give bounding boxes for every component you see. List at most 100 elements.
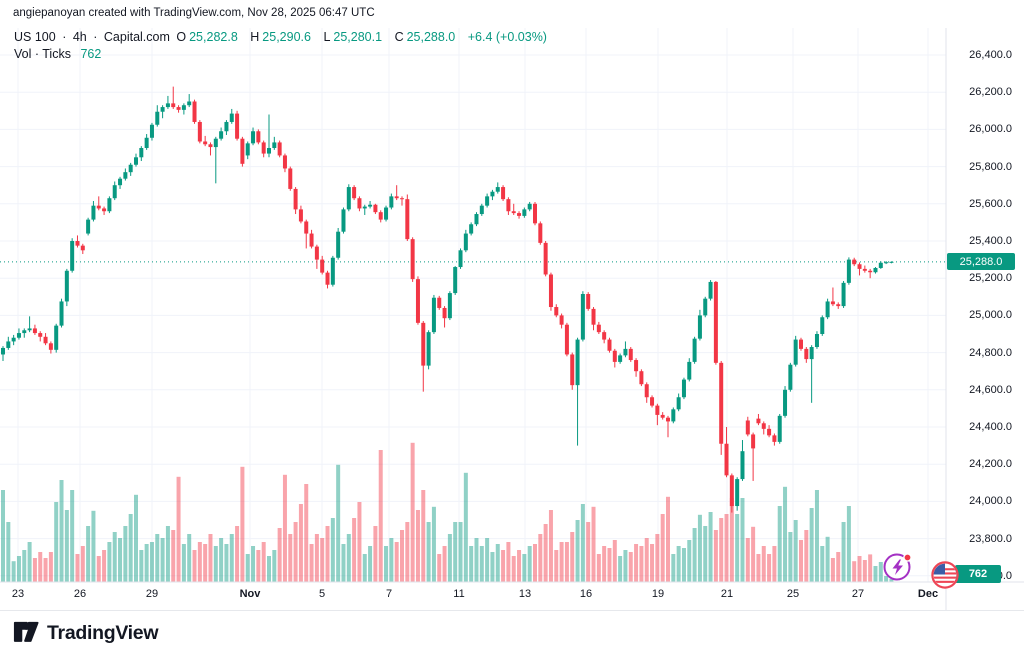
candle-body <box>612 350 617 362</box>
candle-body <box>830 301 835 305</box>
time-axis-label: 7 <box>385 588 393 600</box>
low-value: 25,280.1 <box>333 30 383 44</box>
volume-bar <box>703 526 708 582</box>
candle-body <box>820 317 825 334</box>
volume-bar <box>320 538 325 582</box>
volume-bar <box>756 554 761 582</box>
candle-body <box>181 105 186 110</box>
price-axis-label: 24,000.0 <box>969 495 1012 508</box>
price-axis-label: 25,000.0 <box>969 309 1012 322</box>
candle-body <box>772 435 777 442</box>
candle-body <box>22 330 27 334</box>
volume-bar <box>543 524 548 582</box>
exchange-label[interactable]: Capital.com <box>103 30 170 44</box>
volume-bar <box>224 544 229 582</box>
time-axis-label: Nov <box>239 588 261 600</box>
volume-bar <box>463 472 468 582</box>
volume-bar <box>559 542 564 582</box>
close-label: C <box>394 30 404 44</box>
candle-body <box>596 324 601 333</box>
volume-bar <box>485 538 490 582</box>
time-axis-label: 21 <box>720 588 734 600</box>
volume-bar <box>400 530 404 582</box>
volume-bar <box>809 508 814 582</box>
volume-bar <box>442 546 447 582</box>
candle-body <box>426 332 431 366</box>
volume-bar <box>671 554 676 582</box>
symbol-name[interactable]: US 100 <box>14 30 56 44</box>
time-axis-label: 16 <box>579 588 593 600</box>
candle-body <box>724 443 729 476</box>
candle-body <box>378 212 383 220</box>
tradingview-logo[interactable]: TradingView <box>13 620 159 646</box>
candle-body <box>623 348 628 356</box>
candle-body <box>729 475 734 507</box>
volume-bar <box>495 544 500 582</box>
price-axis-label: 26,400.0 <box>969 49 1012 61</box>
volume-bar <box>59 480 64 582</box>
candle-body <box>533 203 537 224</box>
candle-body <box>692 338 697 362</box>
volume-bar <box>240 466 245 582</box>
volume-bar <box>612 540 617 582</box>
candle-body <box>846 259 851 283</box>
volume-bar <box>533 544 537 582</box>
volume-bar <box>96 556 101 582</box>
candle-body <box>59 301 64 326</box>
volume-bar <box>538 534 543 582</box>
candle-body <box>229 113 234 122</box>
volume-legend: Vol · Ticks 762 <box>14 47 101 61</box>
candle-body <box>245 143 250 156</box>
volume-bar <box>836 552 841 582</box>
time-scale[interactable]: 23 26 29 Nov 5 7 11 13 16 19 21 25 27 Dec <box>0 0 946 612</box>
volume-bar <box>165 526 170 582</box>
volume-bar <box>86 526 91 582</box>
price-scale[interactable]: 26,400.0 26,200.0 26,000.0 25,800.0 25,600.0… <box>946 0 1018 612</box>
candle-body <box>165 103 170 108</box>
candle-body <box>102 208 107 212</box>
candle-body <box>602 332 607 340</box>
volume-bar <box>421 490 426 582</box>
volume-bar <box>192 550 197 582</box>
volume-bar <box>666 496 670 582</box>
candle-body <box>144 137 149 148</box>
volume-bar <box>256 550 261 582</box>
flash-events-icon[interactable] <box>882 551 914 583</box>
candle-body <box>96 205 101 209</box>
volume-bar <box>102 550 107 582</box>
candle-body <box>320 259 325 273</box>
candle-body <box>1 347 5 355</box>
candle-body <box>618 355 623 362</box>
volume-bar <box>378 450 383 582</box>
price-chart[interactable] <box>0 0 1024 612</box>
volume-bar <box>341 544 346 582</box>
volume-bar <box>80 546 85 582</box>
volume-bar <box>522 554 527 582</box>
candle-body <box>70 241 75 271</box>
close-value: 25,288.0 <box>406 30 456 44</box>
volume-bar <box>112 532 117 582</box>
candle-body <box>586 294 591 309</box>
interval-label[interactable]: 4h <box>72 30 87 44</box>
us-flag-icon[interactable] <box>930 560 960 590</box>
candle-body <box>213 138 218 148</box>
volume-bar <box>373 526 378 582</box>
candle-body <box>873 267 878 273</box>
open-label: O <box>176 30 187 44</box>
volume-bar <box>235 526 240 582</box>
high-label: H <box>250 30 260 44</box>
candle-body <box>431 297 436 333</box>
time-axis-label: 29 <box>145 588 159 600</box>
volume-bar <box>873 566 878 582</box>
candle-body <box>671 409 676 422</box>
volume-bar <box>506 542 511 582</box>
volume-bar <box>357 502 362 582</box>
candle-body <box>570 354 575 386</box>
candle-body <box>304 221 309 234</box>
tradingview-logo-mark <box>13 621 39 642</box>
candle-body <box>862 268 867 271</box>
volume-bar <box>197 542 202 582</box>
candle-body <box>336 231 341 258</box>
volume-bar <box>22 550 27 582</box>
volume-label[interactable]: Vol · Ticks <box>14 47 71 61</box>
